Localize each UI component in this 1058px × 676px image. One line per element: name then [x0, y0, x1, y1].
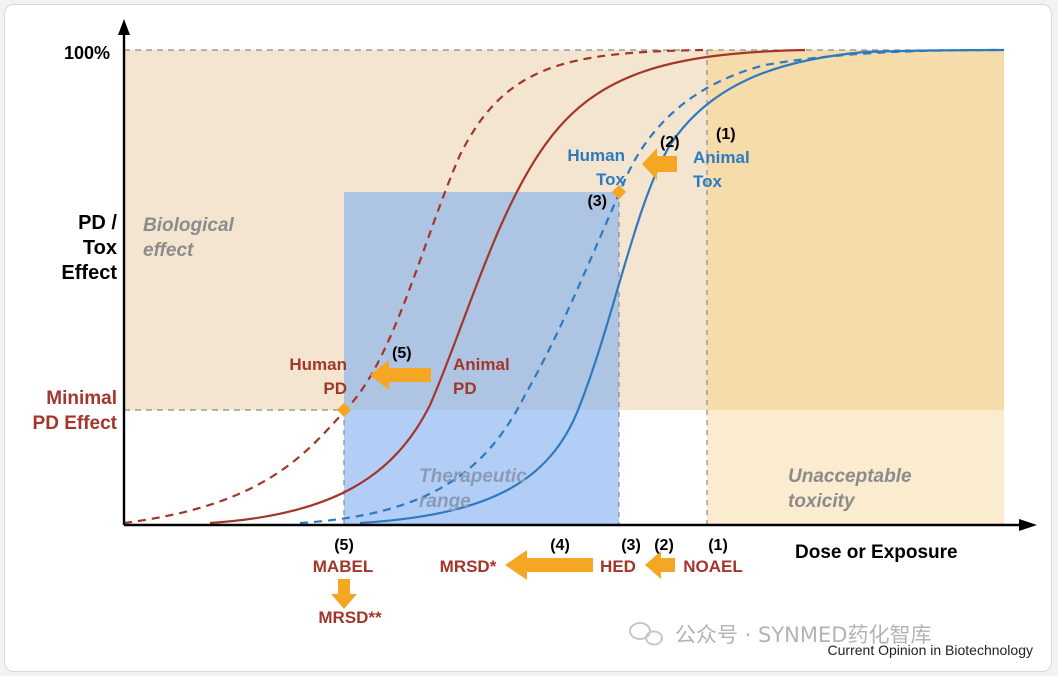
- human-pd-label-line2: PD: [323, 379, 347, 398]
- y-top-label: 100%: [64, 43, 110, 63]
- human-pd-curve: [123, 48, 706, 525]
- human-tox-label-line1: Human: [567, 146, 625, 165]
- human-pd-label-line1: Human: [289, 355, 347, 374]
- unacceptable-toxicity-label-line2: toxicity: [788, 491, 856, 512]
- therapeutic-range-label-line1: Therapeutic: [419, 466, 527, 487]
- minimal-pd-label-line2: PD Effect: [33, 413, 118, 434]
- wechat-icon: [629, 622, 663, 646]
- step-3-plot-label: (3): [587, 193, 607, 210]
- step-1-axis-label: (1): [708, 537, 728, 554]
- noael-label: NOAEL: [683, 557, 743, 576]
- y-axis-label-line1: PD /: [78, 212, 117, 234]
- x-axis-arrowhead: [1019, 519, 1037, 531]
- therapeutic-range-region: [344, 192, 619, 525]
- figure-frame: 100% PD / Tox Effect Minimal PD Effect B…: [4, 4, 1052, 672]
- arrow-step-2-hed: [645, 551, 675, 579]
- step-1-plot-label: (1): [716, 126, 736, 143]
- step-2-axis-label: (2): [654, 537, 674, 554]
- biological-effect-label-line1: Biological: [143, 215, 235, 236]
- mrsd-double-star-label: MRSD**: [318, 608, 382, 627]
- hed-label: HED: [600, 557, 636, 576]
- step-4-axis-label: (4): [550, 537, 570, 554]
- step-5-plot-label: (5): [392, 345, 412, 362]
- human-tox-marker: [611, 184, 627, 200]
- mabel-label: MABEL: [313, 557, 373, 576]
- animal-tox-label-line2: Tox: [693, 172, 723, 191]
- y-axis-label-line2: Tox: [83, 237, 117, 259]
- animal-pd-label-line2: PD: [453, 379, 477, 398]
- human-tox-label-line2: Tox: [596, 170, 626, 189]
- y-axis-label-line3: Effect: [61, 262, 117, 284]
- animal-tox-label-line1: Animal: [693, 148, 750, 167]
- minimal-pd-label-line1: Minimal: [46, 388, 117, 409]
- unacceptable-toxicity-label-line1: Unacceptable: [788, 466, 912, 487]
- arrow-mabel-to-mrsd: [331, 579, 357, 609]
- y-axis-arrowhead: [118, 19, 130, 35]
- mrsd-star-label: MRSD*: [440, 557, 497, 576]
- watermark-text: 公众号 · SYNMED药化智库: [675, 623, 931, 647]
- biological-effect-label-line2: effect: [143, 240, 194, 261]
- arrow-step-2-tox: [642, 148, 677, 180]
- step-2-plot-label: (2): [660, 134, 680, 151]
- human-pd-marker: [336, 402, 352, 418]
- x-axis-label: Dose or Exposure: [795, 542, 958, 563]
- toxicity-overlap-region: [707, 50, 1004, 410]
- source-credit: Current Opinion in Biotechnology: [828, 642, 1033, 658]
- therapeutic-range-label-line2: range: [419, 491, 471, 512]
- animal-pd-curve: [209, 48, 806, 525]
- step-3-axis-label: (3): [621, 537, 641, 554]
- step-5-axis-label: (5): [334, 537, 354, 554]
- arrow-step-5-pd: [370, 360, 431, 390]
- pd-tox-diagram: 100% PD / Tox Effect Minimal PD Effect B…: [33, 19, 1037, 658]
- arrow-step-4-mrsd: [505, 550, 593, 580]
- animal-pd-label-line1: Animal: [453, 355, 510, 374]
